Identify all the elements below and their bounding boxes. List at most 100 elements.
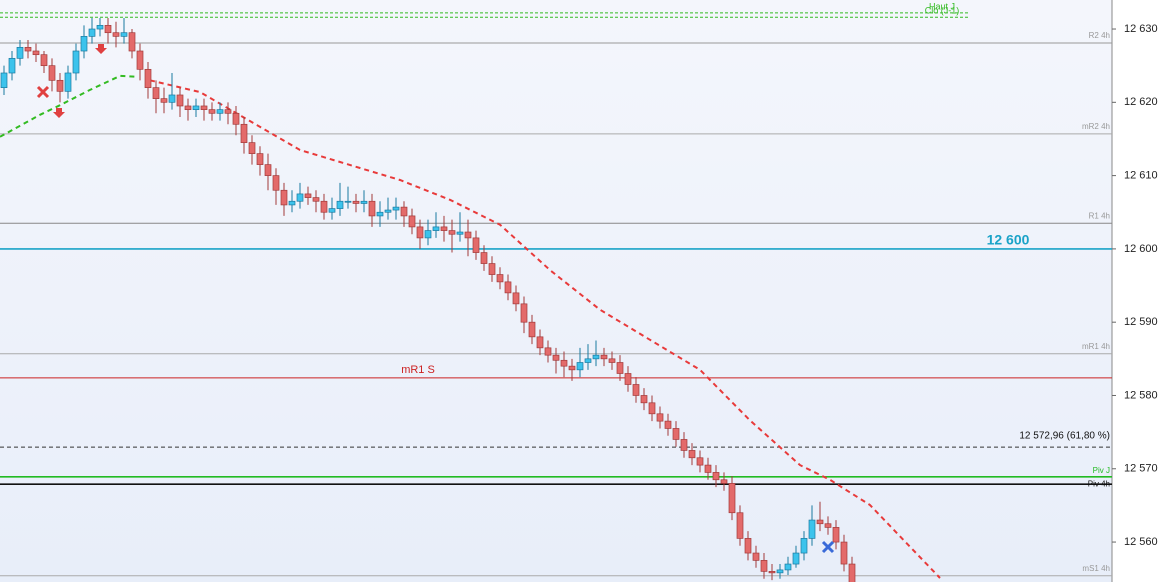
- candle-body: [344, 200, 352, 203]
- candle-body: [600, 354, 608, 360]
- buy-cross: [821, 540, 835, 554]
- level-label: R1 4h: [1089, 211, 1110, 220]
- sell-arrow: [53, 108, 65, 118]
- candle-body: [616, 362, 624, 374]
- candle-body: [672, 428, 680, 440]
- candle-body: [248, 142, 256, 154]
- candle-body: [216, 109, 224, 114]
- y-tick-label: 12 580: [1124, 389, 1158, 401]
- candle-body: [528, 321, 536, 338]
- candle-body: [808, 519, 816, 539]
- candle-body: [768, 571, 776, 574]
- candle-body: [272, 175, 280, 191]
- candle-body: [352, 200, 360, 204]
- y-tick-label: 12 610: [1124, 170, 1158, 182]
- candle-body: [480, 252, 488, 264]
- candle-body: [680, 439, 688, 451]
- candle-body: [328, 208, 336, 213]
- candle-body: [104, 25, 112, 34]
- y-tick-label: 12 560: [1124, 536, 1158, 548]
- candle-body: [128, 32, 136, 52]
- candle-body: [24, 46, 32, 52]
- candle-body: [784, 563, 792, 571]
- y-tick-label: 12 600: [1124, 243, 1158, 255]
- candle-body: [0, 72, 8, 89]
- candle-body: [264, 164, 272, 176]
- candle-body: [488, 263, 496, 275]
- candle-body: [144, 68, 152, 89]
- candle-body: [16, 46, 24, 59]
- candle-body: [136, 50, 144, 70]
- plot: R2 4h mR2 4h R1 4h 12 600 mR1 4h mR1 S 12 572,…: [0, 1, 1112, 582]
- candle-body: [752, 552, 760, 561]
- candle-body: [760, 560, 768, 572]
- candle-body: [304, 193, 312, 198]
- moving-average: [0, 74, 136, 138]
- candle-body: [704, 464, 712, 473]
- candle-body: [512, 292, 520, 305]
- candle-body: [800, 538, 808, 554]
- level-label: Clo (J-1): [925, 6, 960, 16]
- candle-body: [32, 50, 40, 56]
- candle-body: [456, 231, 464, 235]
- level-label: R2 4h: [1089, 31, 1110, 40]
- candle-body: [288, 200, 296, 206]
- candle-body: [640, 395, 648, 404]
- candle-body: [744, 538, 752, 554]
- level-label: 12 600: [987, 232, 1030, 248]
- candle-body: [728, 483, 736, 514]
- candle-body: [576, 362, 584, 371]
- candle-body: [496, 274, 504, 283]
- candle-body: [608, 358, 616, 363]
- candle-body: [536, 336, 544, 349]
- y-tick-label: 12 620: [1124, 96, 1158, 108]
- candle-body: [824, 523, 832, 528]
- candle-body: [440, 226, 448, 231]
- candle-body: [552, 354, 560, 361]
- candle-body: [424, 230, 432, 239]
- level-label: mR1 S: [401, 364, 435, 376]
- level-label: 12 572,96 (61,80 %): [1019, 431, 1110, 442]
- candle-body: [400, 206, 408, 217]
- y-tick-label: 12 590: [1124, 316, 1158, 328]
- candle-body: [648, 402, 656, 415]
- candle-body: [504, 281, 512, 294]
- candle-body: [48, 65, 56, 81]
- candle-body: [64, 72, 72, 92]
- signals: [36, 44, 835, 554]
- candle-body: [416, 226, 424, 239]
- candle-body: [632, 384, 640, 396]
- candle-body: [568, 365, 576, 371]
- candle-body: [848, 563, 856, 582]
- plot-background: [0, 0, 1112, 582]
- candle-body: [560, 359, 568, 367]
- level-label: mR1 4h: [1082, 342, 1110, 351]
- candle-body: [432, 226, 440, 231]
- candle-body: [224, 109, 232, 114]
- candle-body: [448, 230, 456, 235]
- candle-body: [8, 57, 16, 74]
- candle-body: [232, 112, 240, 125]
- candle-body: [840, 541, 848, 565]
- candle-body: [72, 50, 80, 74]
- candle-body: [200, 105, 208, 110]
- candle-body: [472, 237, 480, 253]
- candle-body: [720, 479, 728, 484]
- candle-body: [208, 109, 216, 114]
- candle-body: [112, 32, 120, 37]
- candle-body: [176, 94, 184, 107]
- candle-body: [792, 552, 800, 565]
- candle-body: [240, 123, 248, 143]
- candle-body: [584, 358, 592, 363]
- candle-body: [712, 472, 720, 481]
- level-label: mS1 4h: [1082, 564, 1110, 573]
- candle-body: [656, 413, 664, 422]
- candle-body: [152, 87, 160, 99]
- candle-body: [736, 512, 744, 539]
- candle-body: [168, 94, 176, 103]
- candle-body: [520, 303, 528, 323]
- candle-body: [80, 36, 88, 52]
- moving-average: [149, 79, 941, 579]
- candle-body: [336, 200, 344, 209]
